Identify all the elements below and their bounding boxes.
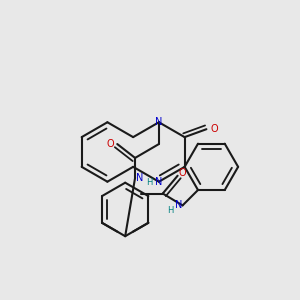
Text: H: H bbox=[167, 206, 174, 215]
Text: N: N bbox=[155, 117, 163, 127]
Text: N: N bbox=[175, 200, 182, 210]
Text: H: H bbox=[146, 178, 152, 187]
Text: O: O bbox=[106, 139, 114, 149]
Text: O: O bbox=[211, 124, 218, 134]
Text: N: N bbox=[136, 173, 144, 183]
Text: N: N bbox=[155, 177, 163, 187]
Text: O: O bbox=[179, 168, 186, 178]
